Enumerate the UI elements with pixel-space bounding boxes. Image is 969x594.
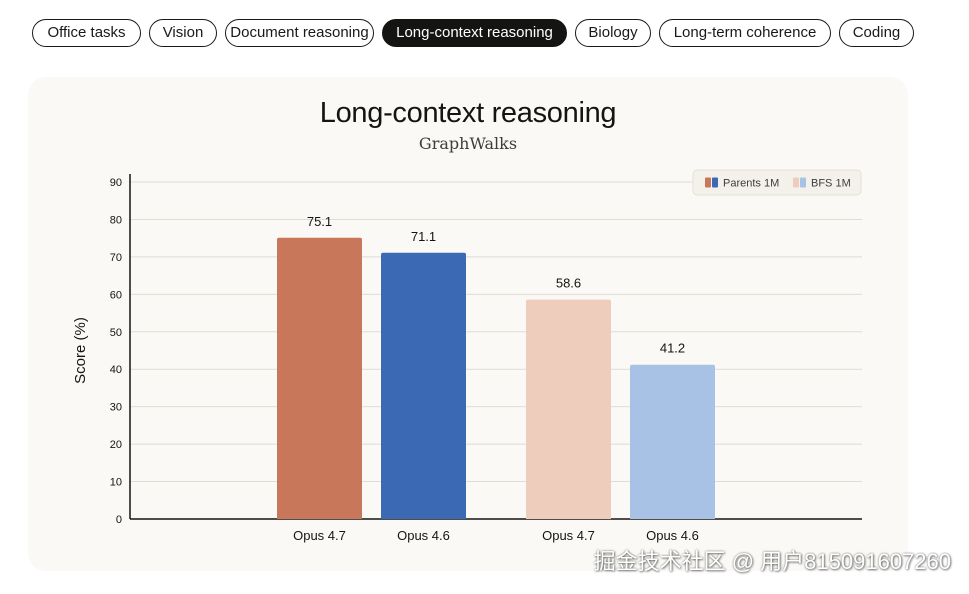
legend-swatch xyxy=(712,177,718,188)
y-tick-label: 0 xyxy=(116,514,122,526)
tab-biology[interactable]: Biology xyxy=(575,19,651,47)
y-tick-label: 20 xyxy=(110,439,122,451)
bar-value-label: 41.2 xyxy=(660,341,685,356)
tab-long-term-coherence[interactable]: Long-term coherence xyxy=(659,19,831,47)
y-axis-label: Score (%) xyxy=(72,317,89,384)
y-tick-label: 40 xyxy=(110,364,122,376)
chart-title: Long-context reasoning xyxy=(319,97,617,129)
tab-vision[interactable]: Vision xyxy=(149,19,217,47)
x-tick-label: Opus 4.7 xyxy=(542,528,595,543)
bar-chart: 0 10 20 30 40 50 60 70 80 90 Score (%) 75.1 Opus 4.7… xyxy=(72,169,862,543)
tab-office-tasks[interactable]: Office tasks xyxy=(32,19,141,47)
legend-swatch xyxy=(793,177,799,188)
bar xyxy=(277,237,362,519)
bar-value-label: 71.1 xyxy=(411,229,436,244)
bar xyxy=(381,252,466,519)
legend-box xyxy=(692,169,862,196)
bar xyxy=(630,364,715,519)
tab-coding[interactable]: Coding xyxy=(839,19,914,47)
y-tick-label: 10 xyxy=(110,477,122,489)
y-tick-label: 50 xyxy=(110,327,122,339)
legend-label: Parents 1M xyxy=(723,178,779,190)
tab-document-reasoning[interactable]: Document reasoning xyxy=(225,19,374,47)
y-tick-label: 70 xyxy=(110,252,122,264)
x-tick-label: Opus 4.7 xyxy=(293,528,346,543)
tab-long-context-reasoning[interactable]: Long-context reasoning xyxy=(382,19,567,47)
x-tick-label: Opus 4.6 xyxy=(397,528,450,543)
x-tick-label: Opus 4.6 xyxy=(646,528,699,543)
chart-card: Long-context reasoning GraphWalks 0 10 20 3… xyxy=(28,77,908,571)
y-tick-label: 30 xyxy=(110,402,122,414)
legend-swatch xyxy=(705,177,711,188)
bar xyxy=(526,299,611,519)
bar-value-label: 58.6 xyxy=(556,276,581,291)
y-tick-label: 60 xyxy=(110,289,122,301)
bar-value-label: 75.1 xyxy=(307,214,332,229)
y-tick-label: 80 xyxy=(110,214,122,226)
chart-subtitle: GraphWalks xyxy=(418,134,518,153)
legend-label: BFS 1M xyxy=(811,178,851,190)
watermark-text: 掘金技术社区 @ 用户815091607260 xyxy=(593,549,951,574)
legend-swatch xyxy=(800,177,806,188)
y-tick-label: 90 xyxy=(110,177,122,189)
